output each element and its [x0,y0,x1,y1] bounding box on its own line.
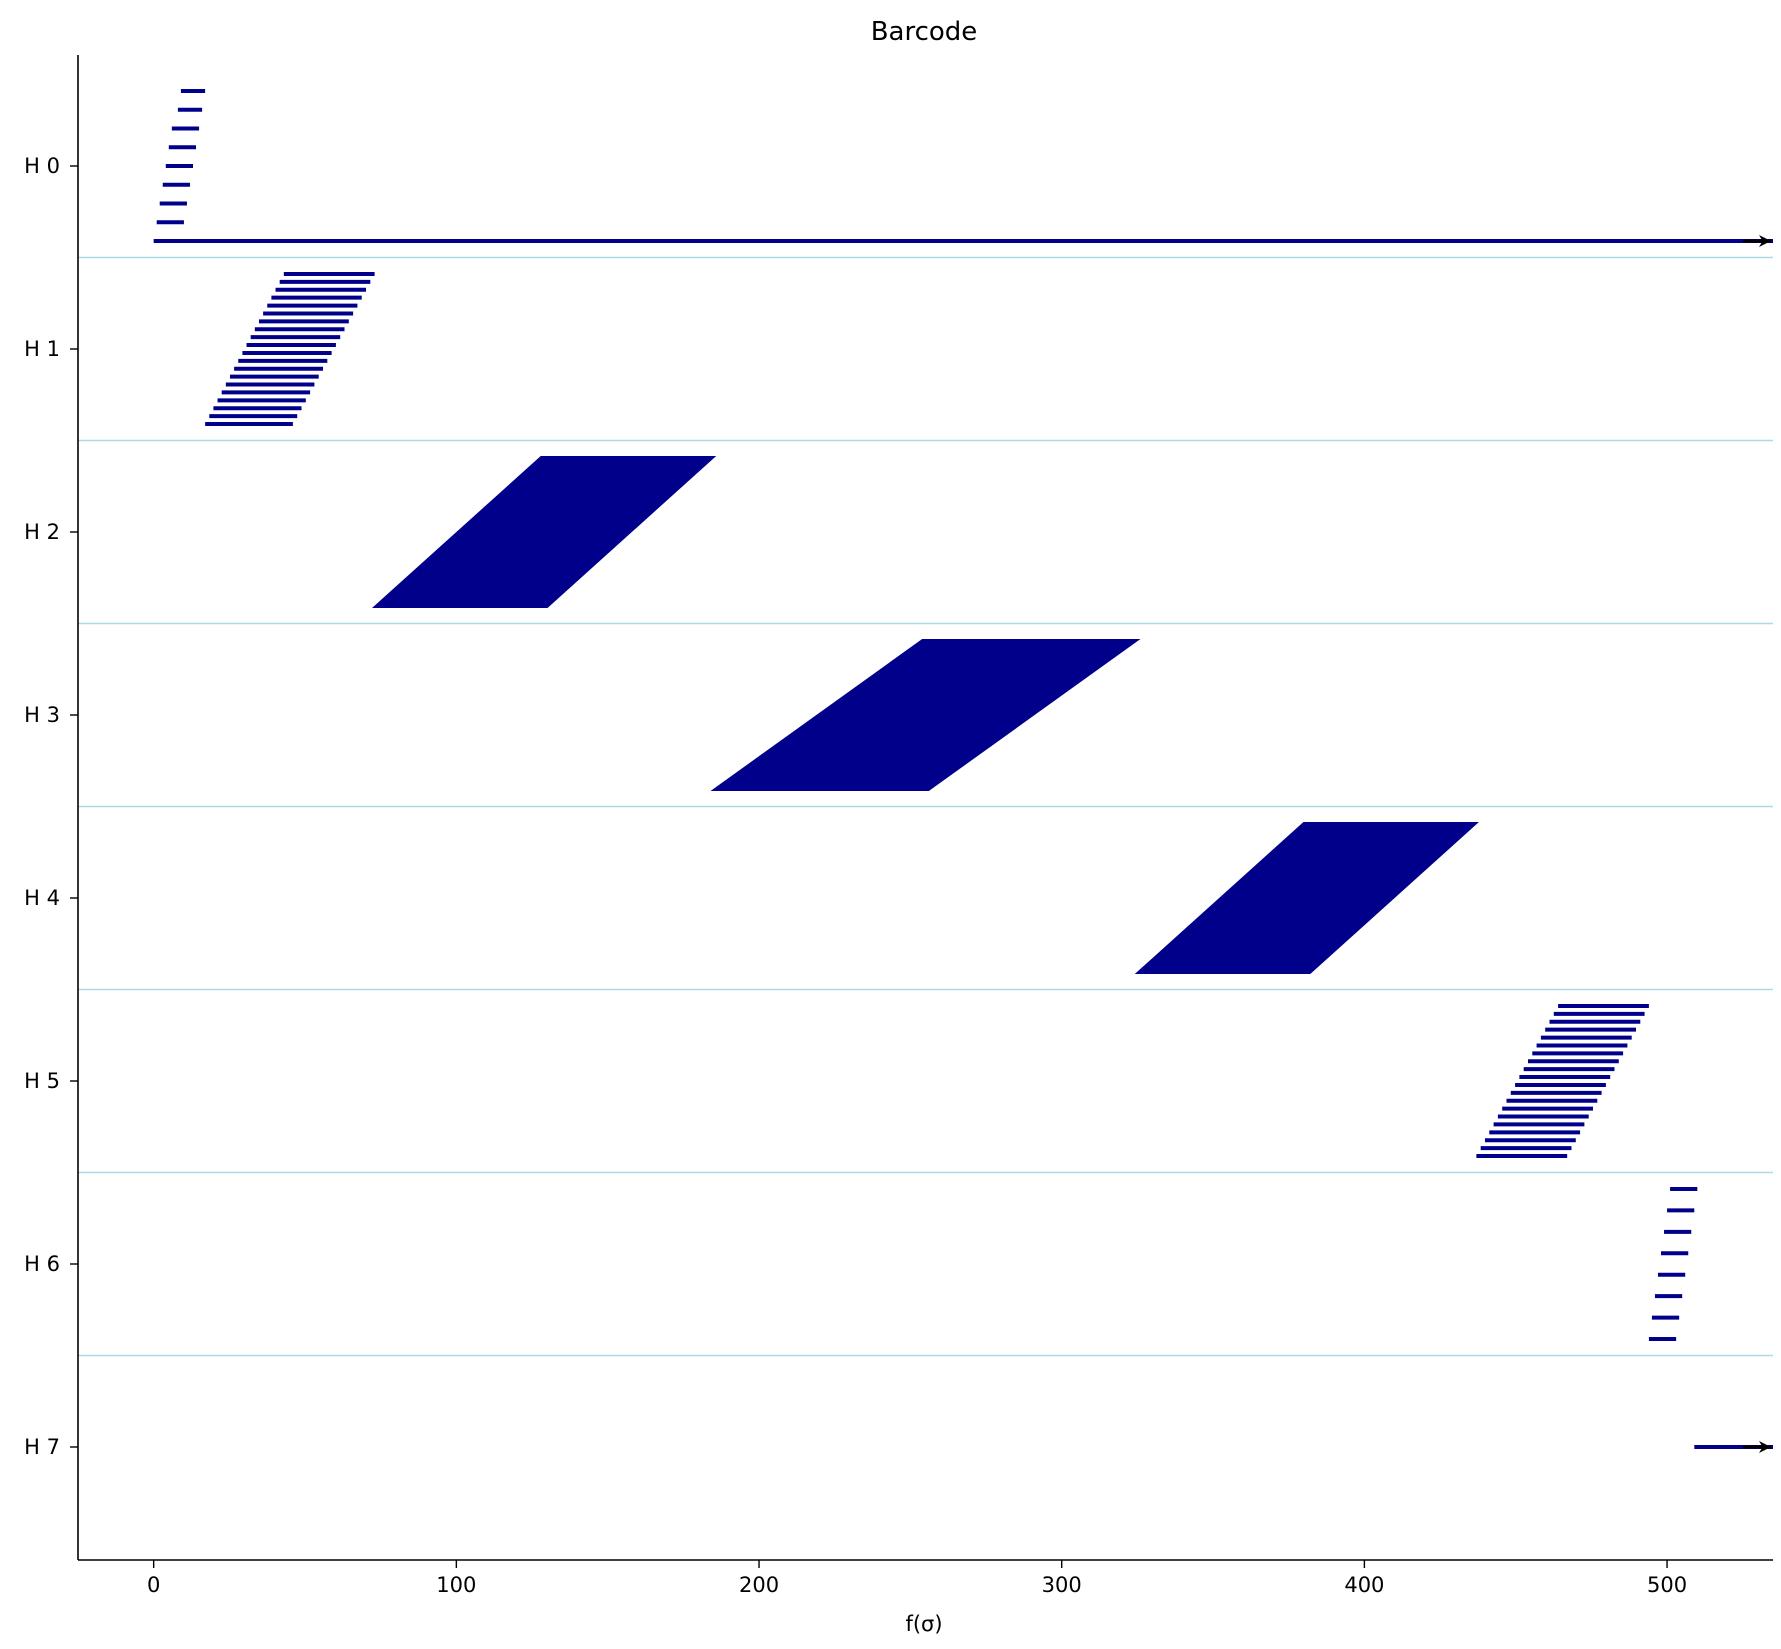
chart-title: Barcode [871,17,978,47]
x-tick-label: 100 [436,1573,476,1597]
x-tick-label: 0 [147,1573,160,1597]
x-axis-label: f(σ) [905,1612,942,1636]
y-tick-label: H 4 [24,886,60,910]
y-tick-label: H 0 [24,154,60,178]
x-tick-label: 200 [739,1573,779,1597]
y-tick-label: H 7 [24,1435,60,1459]
y-tick-label: H 6 [24,1252,60,1276]
y-tick-label: H 2 [24,520,60,544]
plot-area: 0 100 200 300 400 500 H 0 H 1 H 2 H 3 H 4 H 5 H 6 H 7 [24,55,1773,1597]
persistence-band [372,456,717,608]
x-tick-label: 300 [1042,1573,1082,1597]
x-tick-label: 400 [1344,1573,1384,1597]
y-tick-label: H 1 [24,337,60,361]
y-tick-label: H 5 [24,1069,60,1093]
persistence-band [1134,822,1479,974]
x-tick-label: 500 [1647,1573,1687,1597]
persistence-band [710,639,1141,791]
y-tick-label: H 3 [24,703,60,727]
